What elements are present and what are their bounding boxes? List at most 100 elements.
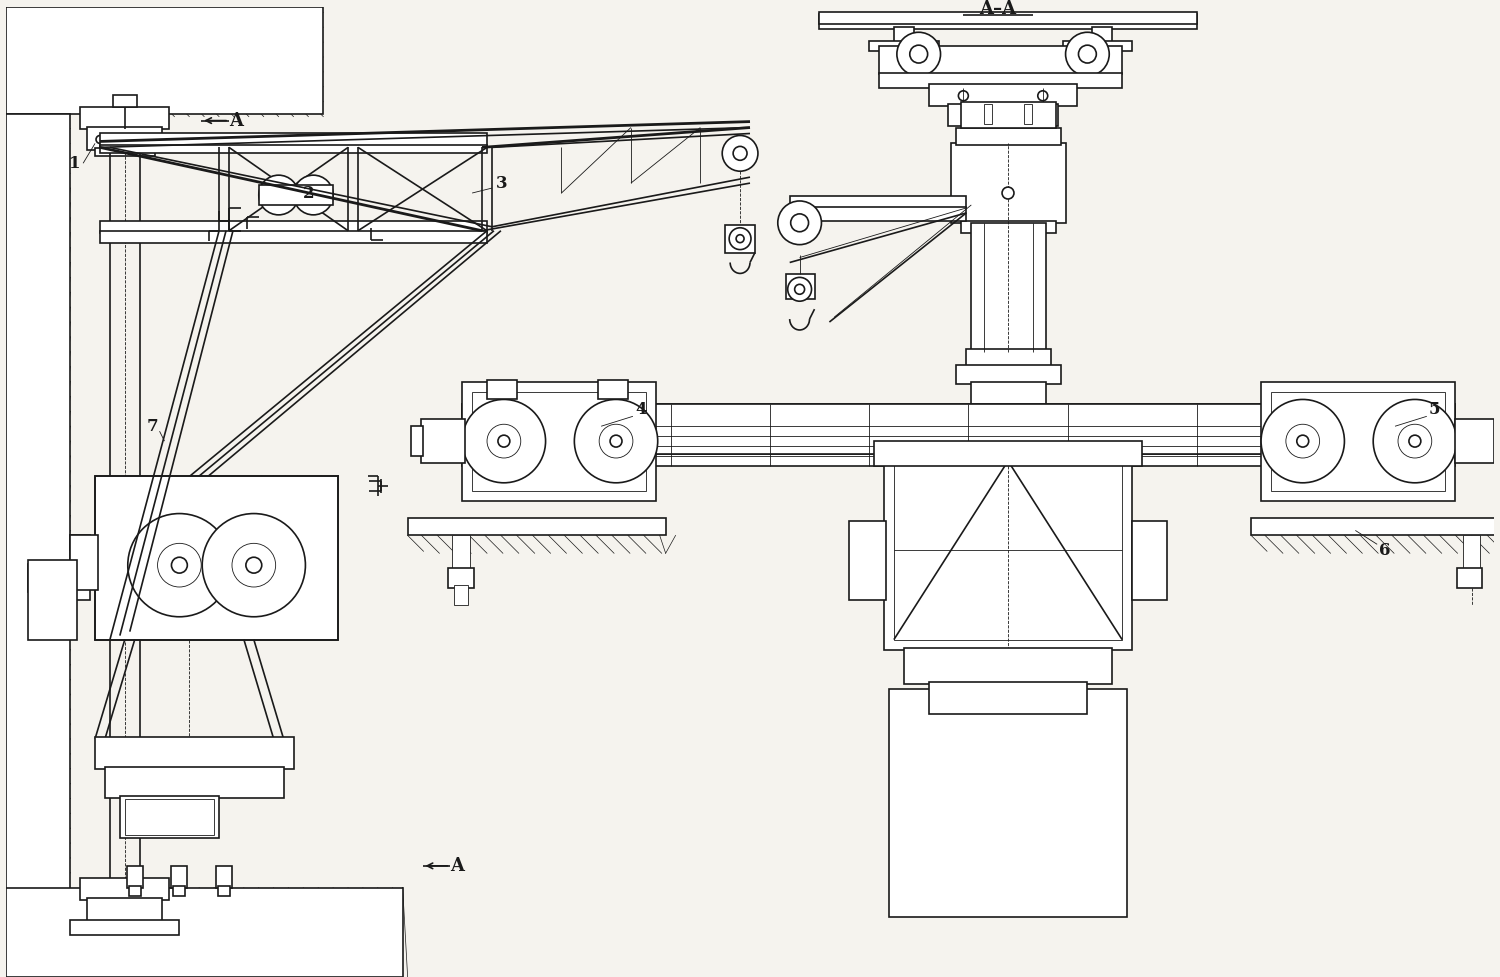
Bar bbox=[1050, 423, 1076, 442]
Bar bbox=[879, 73, 1122, 88]
Bar bbox=[171, 866, 188, 888]
Circle shape bbox=[232, 543, 276, 587]
Bar bbox=[951, 144, 1065, 223]
Bar bbox=[174, 886, 186, 896]
Circle shape bbox=[729, 228, 752, 249]
Circle shape bbox=[722, 136, 758, 171]
Bar bbox=[100, 231, 488, 242]
Bar bbox=[879, 46, 1122, 74]
Text: 4: 4 bbox=[634, 401, 646, 418]
Bar bbox=[6, 113, 70, 977]
Bar bbox=[94, 476, 338, 640]
Bar bbox=[87, 898, 162, 922]
Text: 1: 1 bbox=[69, 154, 81, 172]
Bar bbox=[448, 569, 474, 588]
Bar bbox=[969, 123, 1038, 144]
Circle shape bbox=[1298, 435, 1308, 447]
Bar bbox=[819, 13, 1197, 24]
Bar bbox=[724, 225, 754, 253]
Bar bbox=[1455, 419, 1494, 463]
Bar bbox=[1251, 518, 1500, 535]
Text: 2: 2 bbox=[303, 185, 313, 201]
Circle shape bbox=[260, 175, 299, 215]
Circle shape bbox=[598, 424, 633, 458]
Bar bbox=[789, 207, 966, 221]
Circle shape bbox=[141, 136, 148, 144]
Bar bbox=[100, 221, 488, 233]
Circle shape bbox=[171, 557, 188, 573]
Bar bbox=[966, 349, 1050, 366]
Bar bbox=[984, 104, 992, 123]
Bar bbox=[454, 585, 468, 605]
Bar bbox=[462, 404, 1455, 416]
Circle shape bbox=[795, 284, 804, 294]
Bar bbox=[789, 196, 966, 208]
Circle shape bbox=[488, 424, 520, 458]
Bar bbox=[948, 104, 1058, 126]
Circle shape bbox=[1372, 400, 1456, 483]
Bar bbox=[462, 404, 1455, 454]
Bar bbox=[462, 382, 656, 500]
Text: A–A: A–A bbox=[980, 0, 1017, 19]
Circle shape bbox=[1408, 435, 1420, 447]
Bar bbox=[849, 521, 886, 600]
Bar bbox=[951, 469, 1065, 490]
Bar bbox=[928, 84, 1077, 106]
Bar bbox=[957, 364, 1060, 384]
Bar bbox=[70, 920, 180, 935]
Bar bbox=[1092, 27, 1112, 44]
Bar bbox=[972, 223, 1046, 352]
Bar bbox=[27, 564, 48, 592]
Bar bbox=[1270, 392, 1444, 490]
Circle shape bbox=[788, 277, 812, 301]
Bar bbox=[928, 682, 1088, 714]
Text: 7: 7 bbox=[147, 418, 159, 435]
Bar bbox=[1024, 104, 1032, 123]
Bar bbox=[70, 535, 98, 590]
Bar bbox=[120, 796, 219, 838]
Bar bbox=[972, 488, 1046, 550]
Bar bbox=[972, 382, 1046, 461]
Bar bbox=[6, 8, 324, 113]
Bar bbox=[962, 221, 1056, 233]
Bar bbox=[472, 392, 646, 490]
Bar bbox=[453, 535, 470, 571]
Bar bbox=[87, 127, 162, 150]
Bar bbox=[1132, 521, 1167, 600]
Circle shape bbox=[1038, 91, 1047, 101]
Circle shape bbox=[118, 136, 128, 144]
Circle shape bbox=[96, 136, 104, 144]
Bar bbox=[462, 454, 1455, 466]
Circle shape bbox=[1398, 424, 1432, 458]
Bar bbox=[260, 185, 333, 205]
Bar bbox=[874, 442, 1142, 466]
Bar bbox=[904, 648, 1112, 684]
Bar bbox=[217, 886, 229, 896]
Bar bbox=[884, 451, 1132, 650]
Circle shape bbox=[1262, 400, 1344, 483]
Bar bbox=[819, 15, 1197, 29]
Bar bbox=[957, 556, 1060, 569]
Bar bbox=[45, 568, 63, 588]
Bar bbox=[100, 134, 488, 148]
Bar bbox=[80, 877, 170, 900]
Bar bbox=[1456, 569, 1482, 588]
Text: 5: 5 bbox=[1430, 401, 1440, 418]
Circle shape bbox=[910, 45, 927, 64]
Bar bbox=[598, 380, 628, 400]
Bar bbox=[963, 511, 1053, 526]
Circle shape bbox=[270, 187, 286, 203]
Bar bbox=[786, 275, 816, 299]
Bar bbox=[216, 866, 232, 888]
Circle shape bbox=[294, 175, 333, 215]
Circle shape bbox=[736, 234, 744, 242]
Bar bbox=[420, 419, 465, 463]
Circle shape bbox=[790, 214, 808, 232]
Bar bbox=[411, 426, 423, 456]
Bar bbox=[94, 737, 294, 769]
Bar bbox=[6, 888, 402, 977]
Bar bbox=[112, 95, 136, 106]
Bar bbox=[60, 571, 72, 585]
Bar bbox=[962, 459, 1056, 471]
Circle shape bbox=[498, 435, 510, 447]
